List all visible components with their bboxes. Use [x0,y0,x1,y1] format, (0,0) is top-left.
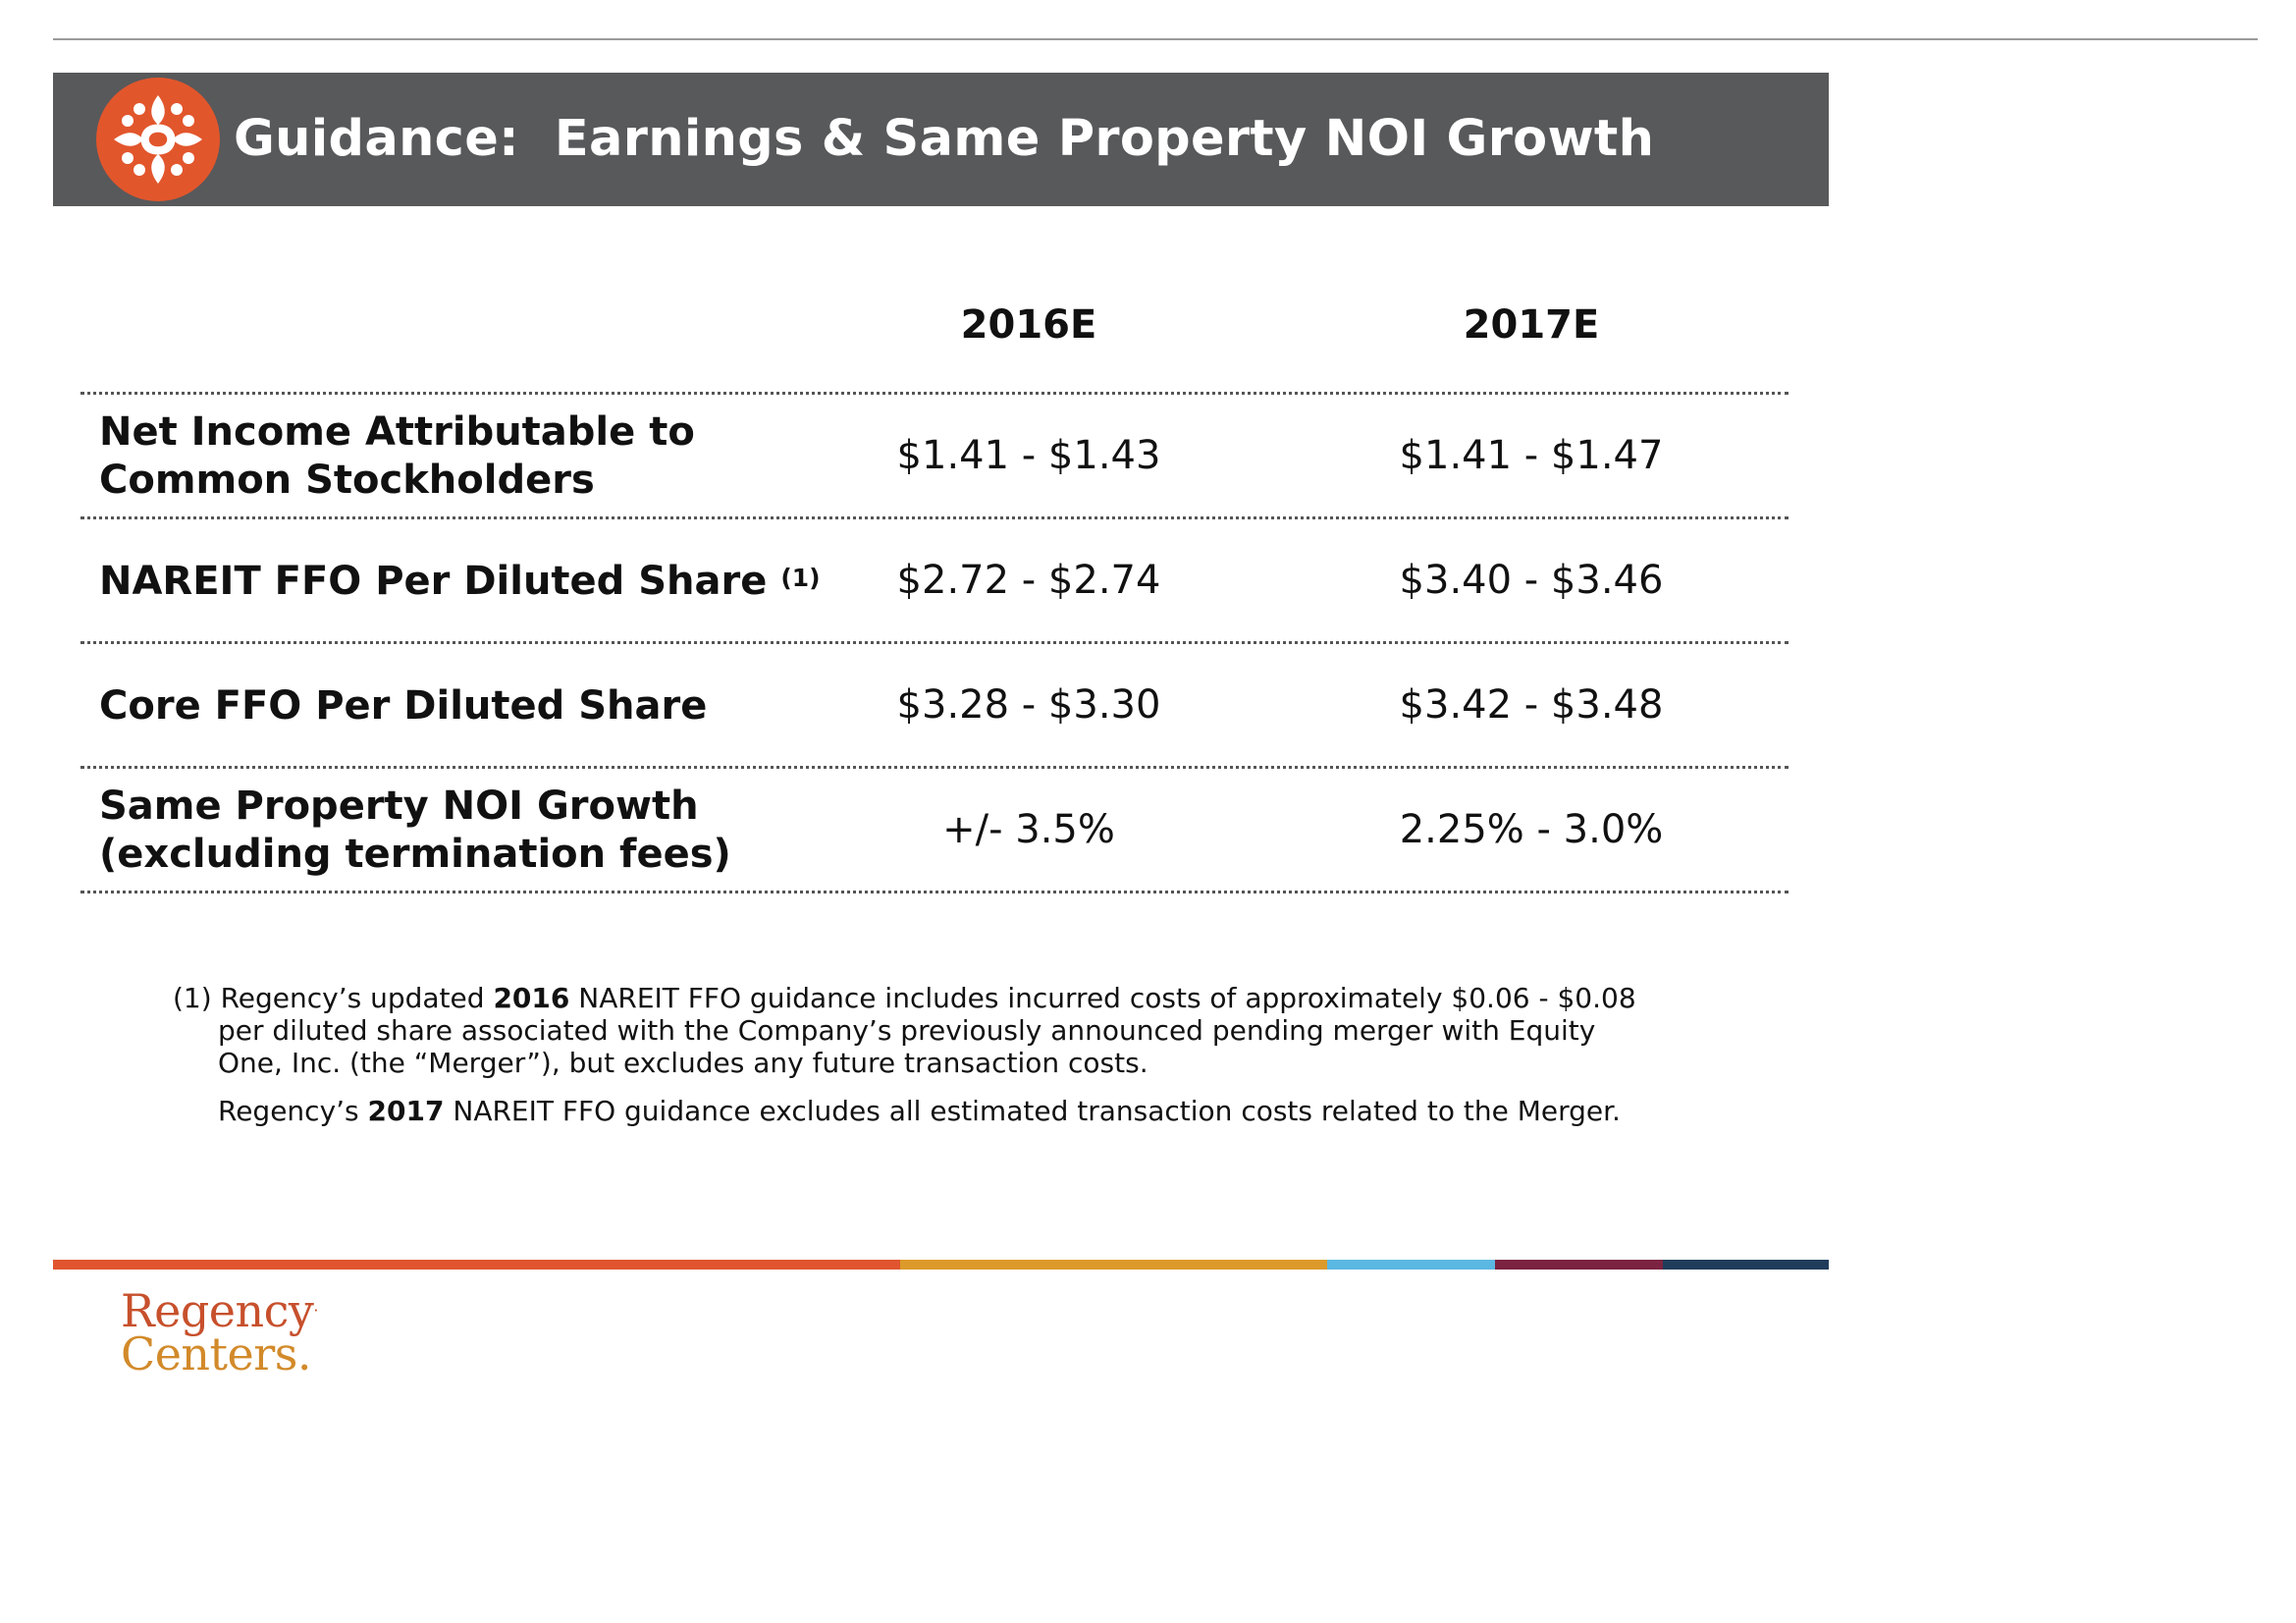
table-divider [80,392,1789,395]
stripe-segment [1495,1260,1663,1270]
row-label-line: (excluding termination fees) [99,832,731,877]
table-divider [80,766,1789,769]
footnote-text: NAREIT FFO guidance includes incurred co… [218,982,1636,1079]
stripe-segment [900,1260,1327,1270]
regency-centers-logo: Regency· Centers. [121,1288,318,1380]
footnote-paragraph-1: (1) Regency’s updated 2016 NAREIT FFO gu… [173,982,1645,1079]
brand-mark: · [313,1301,318,1320]
row-label-nareit-ffo: NAREIT FFO Per Diluted Share (1) [99,558,821,606]
footnote-paragraph-2: Regency’s 2017 NAREIT FFO guidance exclu… [173,1095,1645,1127]
table-divider [80,641,1789,644]
top-divider [53,38,2258,40]
row-label-line: Net Income Attributable to [99,409,695,455]
row-label-text: NAREIT FFO Per Diluted Share [99,559,768,604]
table-divider [80,516,1789,519]
cell-net-income-2016e: $1.41 - $1.43 [896,433,1161,478]
table-divider [80,891,1789,893]
slide-header: Guidance: Earnings & Same Property NOI G… [53,73,1829,206]
stripe-segment [1663,1260,1829,1270]
brand-line-1: Regency· [121,1288,318,1333]
cell-nareit-ffo-2017e: $3.40 - $3.46 [1399,558,1664,603]
stripe-segment [53,1260,900,1270]
column-header-2016e: 2016E [960,302,1097,348]
stripe-segment [1327,1260,1495,1270]
cell-net-income-2017e: $1.41 - $1.47 [1399,433,1664,478]
row-label-line: Common Stockholders [99,458,595,503]
cell-nareit-ffo-2016e: $2.72 - $2.74 [896,558,1161,603]
regency-flower-icon-graphic [114,95,202,184]
cell-noi-growth-2017e: 2.25% - 3.0% [1399,807,1664,852]
regency-flower-icon [96,78,220,201]
brand-word: Regency [121,1284,314,1337]
cell-core-ffo-2017e: $3.42 - $3.48 [1399,682,1664,728]
row-label-core-ffo: Core FFO Per Diluted Share [99,683,708,729]
page-title: Guidance: Earnings & Same Property NOI G… [234,110,1655,168]
footer-color-stripe [53,1260,1829,1270]
footnote-bold-year: 2016 [493,982,570,1014]
cell-core-ffo-2016e: $3.28 - $3.30 [896,682,1161,728]
column-header-2017e: 2017E [1463,302,1600,348]
row-label-same-property-noi: Same Property NOI Growth (excluding term… [99,783,731,879]
footnote-text: NAREIT FFO guidance excludes all estimat… [444,1095,1621,1127]
footnote-ref: (1) [780,564,821,592]
cell-noi-growth-2016e: +/- 3.5% [942,807,1115,852]
footnote-bold-year: 2017 [367,1095,445,1127]
footnote-text: Regency’s [218,1095,368,1127]
footnote: (1) Regency’s updated 2016 NAREIT FFO gu… [173,982,1645,1127]
brand-line-2: Centers. [121,1327,311,1380]
row-label-line: Same Property NOI Growth [99,784,699,829]
footnote-marker: (1) [173,982,212,1014]
row-label-net-income: Net Income Attributable to Common Stockh… [99,408,695,505]
footnote-text: Regency’s updated [220,982,494,1014]
